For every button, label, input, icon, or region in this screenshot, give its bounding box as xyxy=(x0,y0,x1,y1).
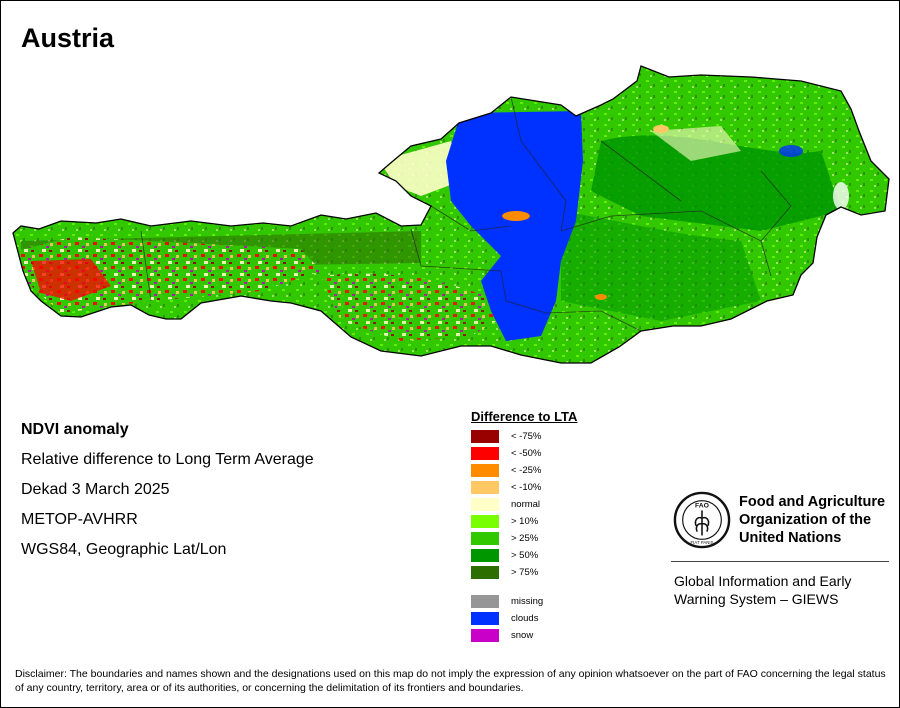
legend-swatch xyxy=(471,595,499,608)
legend-item: > 50% xyxy=(471,547,577,564)
logo-motto: FIAT PANIS xyxy=(691,540,714,545)
legend-label: < -25% xyxy=(511,465,542,476)
legend-swatch xyxy=(471,629,499,642)
legend-item-clouds: clouds xyxy=(471,610,577,627)
org-line: United Nations xyxy=(739,530,842,546)
legend-extra-list: missing clouds snow xyxy=(471,593,577,644)
system-line: Warning System – GIEWS xyxy=(674,591,839,607)
disclaimer: Disclaimer: The boundaries and names sho… xyxy=(15,668,886,694)
legend-label: > 10% xyxy=(511,516,539,527)
legend-swatch xyxy=(471,447,499,460)
legend-item: > 75% xyxy=(471,564,577,581)
legend-label: < -50% xyxy=(511,448,542,459)
legend-title: Difference to LTA xyxy=(471,409,578,424)
organization-name: Food and Agriculture Organization of the… xyxy=(739,493,899,547)
legend-item: < -50% xyxy=(471,445,577,462)
org-line: Food and Agriculture xyxy=(739,494,886,510)
legend-label: > 75% xyxy=(511,567,539,578)
legend-item: normal xyxy=(471,496,577,513)
org-line: Organization of the xyxy=(739,512,872,528)
ndvi-anomaly-map xyxy=(12,65,890,364)
legend-label: normal xyxy=(511,499,541,510)
map-info: NDVI anomaly Relative difference to Long… xyxy=(21,415,314,565)
system-line: Global Information and Early xyxy=(674,573,852,589)
legend-swatch xyxy=(471,532,499,545)
legend-item-list: < -75% < -50% < -25% < -10% normal > 10%… xyxy=(471,428,577,581)
legend: Difference to LTA < -75% < -50% < -25% <… xyxy=(471,409,577,644)
legend-swatch xyxy=(471,481,499,494)
legend-swatch xyxy=(471,612,499,625)
legend-label: > 50% xyxy=(511,550,539,561)
legend-item: < -75% xyxy=(471,428,577,445)
legend-label: > 25% xyxy=(511,533,539,544)
legend-label: < -75% xyxy=(511,431,542,442)
legend-swatch xyxy=(471,566,499,579)
legend-item-missing: missing xyxy=(471,593,577,610)
legend-label: clouds xyxy=(511,613,539,624)
legend-swatch xyxy=(471,430,499,443)
product-date: Dekad 3 March 2025 xyxy=(21,481,170,498)
fao-logo-icon: FAO FIAT PANIS xyxy=(673,491,731,549)
logo-acronym: FAO xyxy=(695,502,709,509)
map-title: Austria xyxy=(21,23,115,53)
legend-swatch xyxy=(471,549,499,562)
legend-item: < -25% xyxy=(471,462,577,479)
legend-swatch xyxy=(471,515,499,528)
legend-item: < -10% xyxy=(471,479,577,496)
legend-label: missing xyxy=(511,596,544,607)
legend-swatch xyxy=(471,464,499,477)
legend-label: < -10% xyxy=(511,482,542,493)
sensor-name: METOP-AVHRR xyxy=(21,511,138,528)
legend-swatch xyxy=(471,498,499,511)
legend-item: > 10% xyxy=(471,513,577,530)
legend-item: > 25% xyxy=(471,530,577,547)
legend-label: snow xyxy=(511,630,534,641)
branding-divider xyxy=(671,561,889,562)
system-name: Global Information and Early Warning Sys… xyxy=(674,572,889,608)
projection: WGS84, Geographic Lat/Lon xyxy=(21,541,227,558)
product-name: NDVI anomaly xyxy=(21,421,129,438)
legend-item-snow: snow xyxy=(471,627,577,644)
product-description: Relative difference to Long Term Average xyxy=(21,451,314,468)
